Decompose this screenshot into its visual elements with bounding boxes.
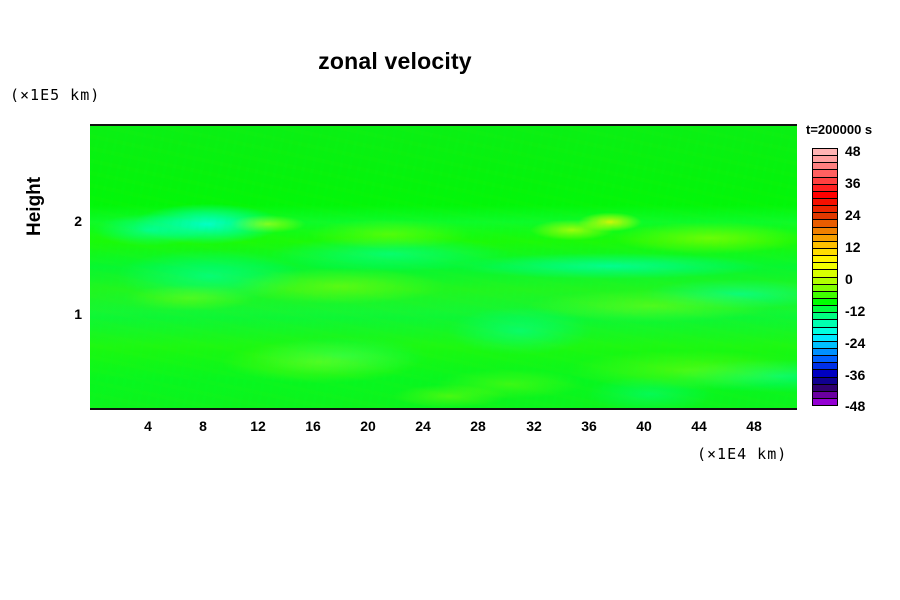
field-texture-layer <box>90 126 797 408</box>
x-tick-label: 20 <box>360 418 376 434</box>
colorbar-band <box>813 156 837 164</box>
colorbar-band <box>813 291 837 299</box>
colorbar-band <box>813 313 837 321</box>
colorbar-band <box>813 227 837 235</box>
x-tick-label: 36 <box>581 418 597 434</box>
colorbar-tick-label: 24 <box>845 207 861 223</box>
colorbar-band <box>813 198 837 207</box>
plot-border-top <box>90 124 797 126</box>
colorbar-band <box>813 256 837 264</box>
colorbar-band <box>813 163 837 171</box>
colorbar-band <box>813 384 837 392</box>
heatmap-plot-area <box>90 126 797 408</box>
x-tick-label: 12 <box>250 418 266 434</box>
x-tick-label: 8 <box>199 418 207 434</box>
colorbar-tick-label: 12 <box>845 239 861 255</box>
x-tick-label: 40 <box>636 418 652 434</box>
time-annotation: t=200000 s <box>806 122 873 137</box>
colorbar-band <box>813 363 837 371</box>
colorbar-band <box>813 170 837 178</box>
colorbar-tick-label: 36 <box>845 175 861 191</box>
colorbar-band <box>813 191 837 199</box>
colorbar-band <box>813 341 837 349</box>
colorbar-band <box>813 241 837 249</box>
y-tick-label: 2 <box>74 213 82 229</box>
y-axis-title: Height <box>24 176 45 236</box>
colorbar-tick-label: 0 <box>845 271 853 287</box>
x-tick-label: 44 <box>691 418 707 434</box>
colorbar-band <box>813 284 837 292</box>
colorbar-band <box>813 248 837 257</box>
colorbar <box>812 148 838 406</box>
colorbar-band <box>813 356 837 364</box>
colorbar-band <box>813 277 837 285</box>
colorbar-tick-label: 48 <box>845 143 861 159</box>
colorbar-band <box>813 334 837 342</box>
colorbar-band <box>813 263 837 271</box>
colorbar-band <box>813 306 837 314</box>
colorbar-band <box>813 184 837 192</box>
colorbar-band <box>813 398 837 406</box>
colorbar-band <box>813 177 837 185</box>
colorbar-tick-label: -24 <box>845 335 866 351</box>
x-tick-label: 16 <box>305 418 321 434</box>
x-tick-label: 24 <box>415 418 431 434</box>
x-tick-label: 28 <box>470 418 486 434</box>
colorbar-tick-label: -48 <box>845 398 866 414</box>
colorbar-band <box>813 370 837 378</box>
colorbar-band <box>813 298 837 307</box>
colorbar-band <box>813 348 837 357</box>
x-tick-label: 4 <box>144 418 152 434</box>
colorbar-band <box>813 327 837 335</box>
x-tick-label: 48 <box>746 418 762 434</box>
page-title: zonal velocity <box>318 48 472 74</box>
plot-border-bottom <box>90 408 797 410</box>
field-positive-anomalies-layer <box>90 126 797 408</box>
colorbar-tick-label: -36 <box>845 367 866 383</box>
y-axis-unit-label: (×1E5 km) <box>10 86 101 104</box>
y-tick-label: 1 <box>74 306 82 322</box>
colorbar-band <box>813 234 837 242</box>
colorbar-tick-label: -12 <box>845 303 866 319</box>
colorbar-band <box>813 220 837 228</box>
colorbar-band <box>813 206 837 214</box>
colorbar-band <box>813 377 837 385</box>
colorbar-band <box>813 270 837 278</box>
colorbar-band <box>813 149 837 157</box>
x-axis-unit-label: (×1E4 km) <box>697 445 788 463</box>
colorbar-band <box>813 391 837 399</box>
colorbar-band <box>813 320 837 328</box>
colorbar-band <box>813 213 837 221</box>
x-tick-label: 32 <box>526 418 542 434</box>
